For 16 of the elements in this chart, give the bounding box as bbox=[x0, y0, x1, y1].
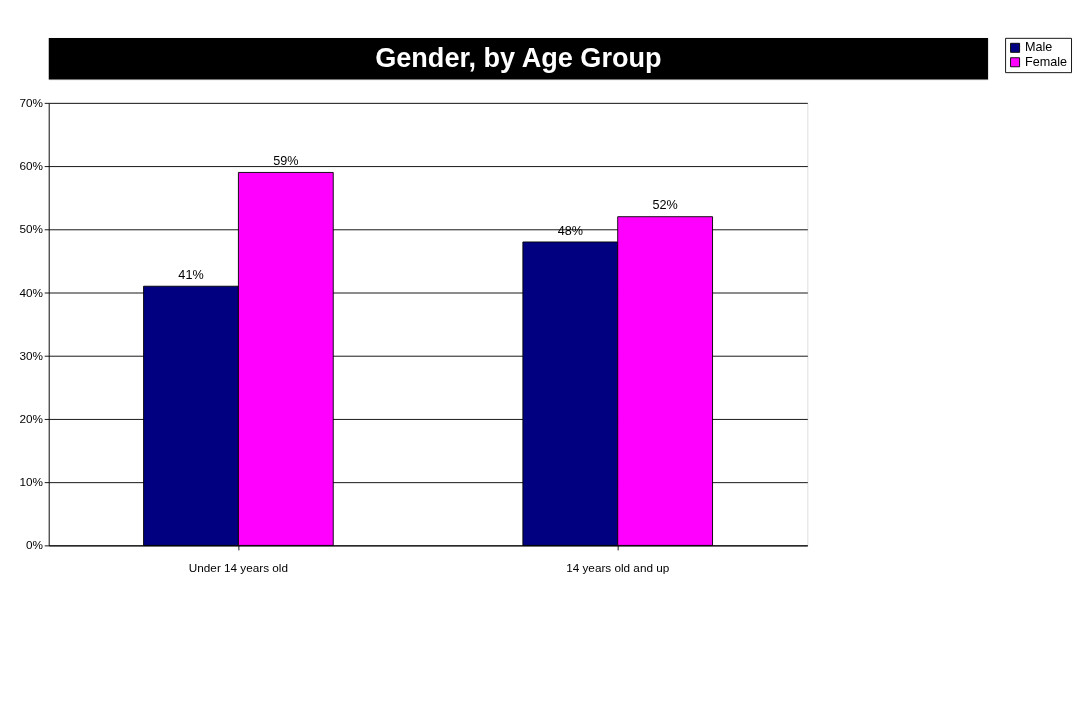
data-label: 59% bbox=[273, 154, 299, 169]
y-tick-label: 60% bbox=[19, 159, 44, 173]
x-tick-label: 14 years old and up bbox=[566, 561, 670, 575]
chart-title: Gender, by Age Group bbox=[375, 41, 662, 73]
y-tick-label: 10% bbox=[19, 475, 44, 489]
x-tick-label: Under 14 years old bbox=[188, 561, 288, 575]
y-tick-label: 30% bbox=[19, 348, 44, 362]
data-label: 41% bbox=[178, 268, 204, 282]
legend-label: Male bbox=[1025, 40, 1053, 55]
y-tick-label: 50% bbox=[19, 222, 44, 236]
legend-label: Female bbox=[1025, 54, 1068, 69]
data-label: 52% bbox=[652, 198, 678, 213]
y-tick-label: 40% bbox=[19, 285, 44, 299]
y-tick-label: 70% bbox=[19, 95, 44, 109]
y-tick-label: 20% bbox=[19, 412, 44, 426]
y-tick-label: 0% bbox=[25, 538, 44, 552]
